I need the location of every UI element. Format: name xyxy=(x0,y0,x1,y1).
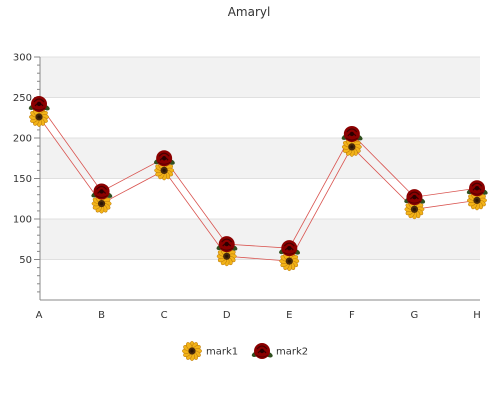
grid-band xyxy=(40,57,480,98)
y-axis-ticks: 50 100 150 200 250 300 xyxy=(13,53,40,293)
x-tick-label: H xyxy=(473,310,481,321)
series-line-mark1 xyxy=(38,116,478,262)
legend-marker-mark2 xyxy=(251,343,273,359)
legend: mark1 mark2 xyxy=(182,341,308,361)
y-tick-label: 300 xyxy=(13,53,32,64)
x-tick-label: F xyxy=(349,310,355,321)
grid-band xyxy=(40,138,480,179)
point-mark2-D xyxy=(216,236,238,253)
y-tick-label: 150 xyxy=(13,174,32,185)
grid-band xyxy=(40,219,480,260)
gridlines xyxy=(40,56,480,260)
chart-title: Amaryl xyxy=(228,5,271,19)
y-tick-label: 200 xyxy=(13,134,32,145)
x-tick-label: B xyxy=(98,310,105,321)
x-tick-label: E xyxy=(286,310,292,321)
point-mark2-E xyxy=(279,240,300,257)
point-mark2-F xyxy=(341,125,363,142)
legend-item-mark2: mark2 xyxy=(251,343,308,359)
point-mark2-H xyxy=(466,180,488,197)
x-tick-label: G xyxy=(411,310,419,321)
x-tick-label: C xyxy=(161,310,168,321)
x-axis-ticks: A B C D E F G H xyxy=(36,310,481,321)
y-tick-label: 250 xyxy=(13,93,32,104)
x-tick-label: A xyxy=(36,310,43,321)
y-tick-label: 50 xyxy=(19,255,32,266)
point-mark2-A xyxy=(28,95,50,112)
x-tick-label: D xyxy=(223,310,231,321)
grid-bands xyxy=(40,57,480,260)
point-mark2-G xyxy=(404,189,426,206)
legend-label-mark2: mark2 xyxy=(276,347,308,358)
legend-item-mark1: mark1 xyxy=(182,341,238,361)
point-mark2-B xyxy=(91,183,113,200)
point-mark1-H xyxy=(467,190,487,211)
y-tick-label: 100 xyxy=(13,215,32,226)
point-mark2-C xyxy=(153,150,175,167)
point-mark1-F xyxy=(341,136,362,157)
legend-label-mark1: mark1 xyxy=(206,347,238,358)
series-line-mark2 xyxy=(38,103,478,249)
legend-marker-mark1 xyxy=(182,341,202,361)
point-mark1-B xyxy=(91,193,112,214)
series-group xyxy=(28,95,488,272)
